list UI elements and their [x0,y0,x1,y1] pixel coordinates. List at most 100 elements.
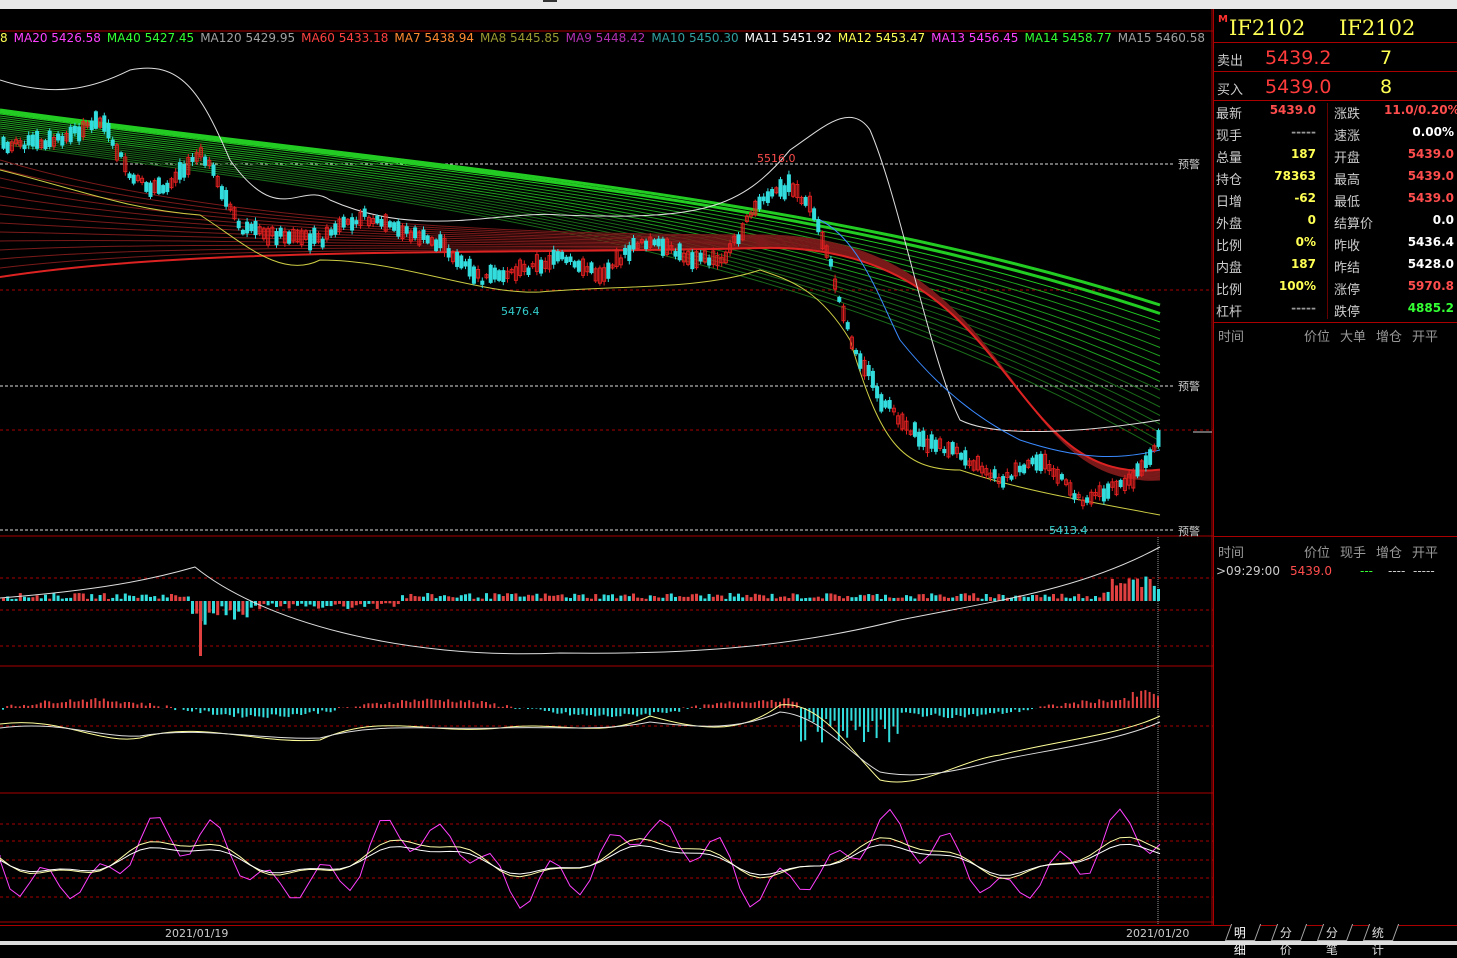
table-header-cell: 开平 [1412,326,1438,345]
macd-bar [880,708,882,720]
candle-body [1073,494,1076,500]
candle-body [166,183,169,191]
volume-bar [334,601,337,605]
candle-body [439,235,442,248]
volume-bar [216,601,219,615]
candle-body [78,127,81,141]
macd-bar [397,703,399,708]
volume-bar [771,594,774,601]
volume-bar [1081,598,1084,601]
macd-bar [283,708,285,717]
macd-bar [884,708,886,729]
macd-bar [1006,708,1008,713]
quote-value: 5436.4 [1384,235,1454,249]
macd-bar [653,708,655,712]
macd-bar [1065,703,1067,708]
macd-bar [1123,698,1125,708]
macd-bar [829,708,831,726]
candle-body [1107,484,1110,498]
ma-line-red [0,214,1160,476]
candle-body [1018,466,1021,472]
macd-bar [1018,708,1020,712]
volume-panel [0,547,1160,656]
macd-bar [174,708,176,710]
table-header-cell: 增仓 [1376,326,1402,345]
volume-bar [754,594,757,601]
tick-price: 5439.0 [1290,564,1332,578]
macd-bar [288,708,290,717]
candlesticks [2,110,1160,509]
macd-bar [947,708,949,718]
macd-bar [1094,703,1096,708]
macd-bar [48,701,50,708]
tab-2[interactable]: 分笔 [1317,924,1353,941]
macd-bar [23,705,25,708]
candle-body [876,387,879,398]
bid-price: 5439.0 [1265,76,1331,98]
volume-bar [947,598,950,601]
macd-bar [666,708,668,713]
macd-bar [170,707,172,708]
quote-label: 速涨 [1334,125,1360,144]
volume-bar [682,597,685,601]
macd-bar [720,703,722,708]
tab-0[interactable]: 明细 [1225,924,1261,941]
candle-body [225,191,228,207]
macd-bar [834,708,836,721]
macd-bar [246,708,248,717]
volume-bar [1153,586,1156,601]
macd-bar [876,708,878,738]
candle-body [737,235,740,244]
macd-bar [384,704,386,708]
candle-body [27,136,30,145]
candle-body [691,253,694,269]
table-header-cell: 价位 [1304,326,1330,345]
macd-bar [1077,704,1079,708]
quote-label: 比例 [1216,235,1242,254]
macd-bar [708,704,710,708]
volume-bar [523,597,526,601]
quote-label: 昨结 [1334,257,1360,276]
volume-bar [888,597,891,601]
tab-1[interactable]: 分价 [1271,924,1307,941]
macd-bar [73,702,75,708]
macd-bar [628,708,630,714]
macd-bar [645,708,647,714]
volume-bar [565,597,568,601]
macd-bar [590,708,592,715]
volume-bar [359,601,362,604]
volume-bar [317,601,320,609]
quote-label: 最低 [1334,191,1360,210]
chart-canvas[interactable]: 5516.0 5476.4 5413.4 预警 预警 预警 [0,9,1213,925]
volume-bar [132,596,135,601]
macd-bar [699,708,701,709]
tab-3[interactable]: 统计 [1363,924,1399,941]
volume-bar [271,601,274,604]
volume-bar [582,594,585,601]
macd-bar [103,699,105,708]
quote-label: 内盘 [1216,257,1242,276]
volume-bar [745,595,748,601]
macd-bar [724,703,726,708]
quote-value: 5439.0 [1384,147,1454,161]
volume-bar [598,599,601,601]
macd-bar [766,701,768,708]
candle-body [1031,458,1034,464]
candle-body [758,197,761,209]
macd-bar [741,702,743,708]
macd-bar [212,708,214,715]
volume-bar [905,595,908,601]
macd-bar [380,704,382,708]
macd-bar [279,708,281,716]
volume-bar [829,593,832,601]
macd-bar [254,708,256,716]
macd-bar [611,708,613,717]
volume-bar [909,596,912,601]
quote-value: ----- [1254,125,1316,139]
volume-bar [90,594,93,601]
candle-body [527,268,530,274]
candle-body [162,186,165,193]
volume-bar [1144,577,1147,601]
volume-bar [405,598,408,601]
volume-bar [86,599,89,601]
